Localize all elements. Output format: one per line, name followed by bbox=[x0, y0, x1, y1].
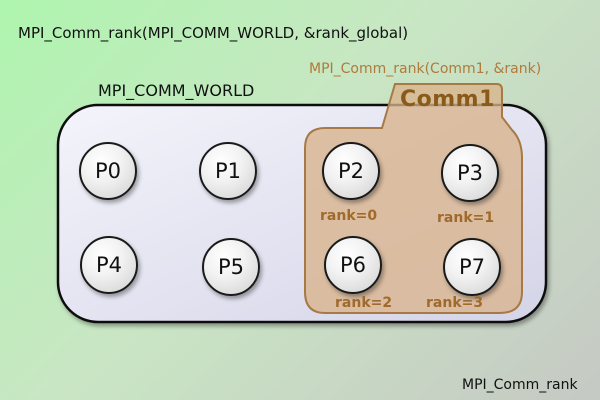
process-node-p7: P7 bbox=[443, 238, 501, 296]
comm1-tab-label: Comm1 bbox=[400, 87, 495, 112]
process-node-p3: P3 bbox=[441, 144, 499, 202]
process-node-p0: P0 bbox=[79, 142, 137, 200]
process-node-p6: P6 bbox=[324, 236, 382, 294]
process-node-p2: P2 bbox=[322, 142, 380, 200]
process-node-p1: P1 bbox=[199, 142, 257, 200]
footer-label: MPI_Comm_rank bbox=[462, 377, 578, 393]
process-node-p4: P4 bbox=[80, 236, 138, 294]
rank-label-p2: rank=0 bbox=[320, 208, 378, 224]
world-communicator-label: MPI_COMM_WORLD bbox=[98, 81, 255, 100]
rank-label-p3: rank=1 bbox=[437, 210, 495, 226]
rank-label-p6: rank=2 bbox=[335, 295, 393, 311]
process-node-p5: P5 bbox=[202, 238, 260, 296]
global-rank-call: MPI_Comm_rank(MPI_COMM_WORLD, &rank_glob… bbox=[18, 24, 409, 42]
rank-label-p7: rank=3 bbox=[426, 295, 484, 311]
comm1-rank-call: MPI_Comm_rank(Comm1, &rank) bbox=[309, 61, 542, 77]
